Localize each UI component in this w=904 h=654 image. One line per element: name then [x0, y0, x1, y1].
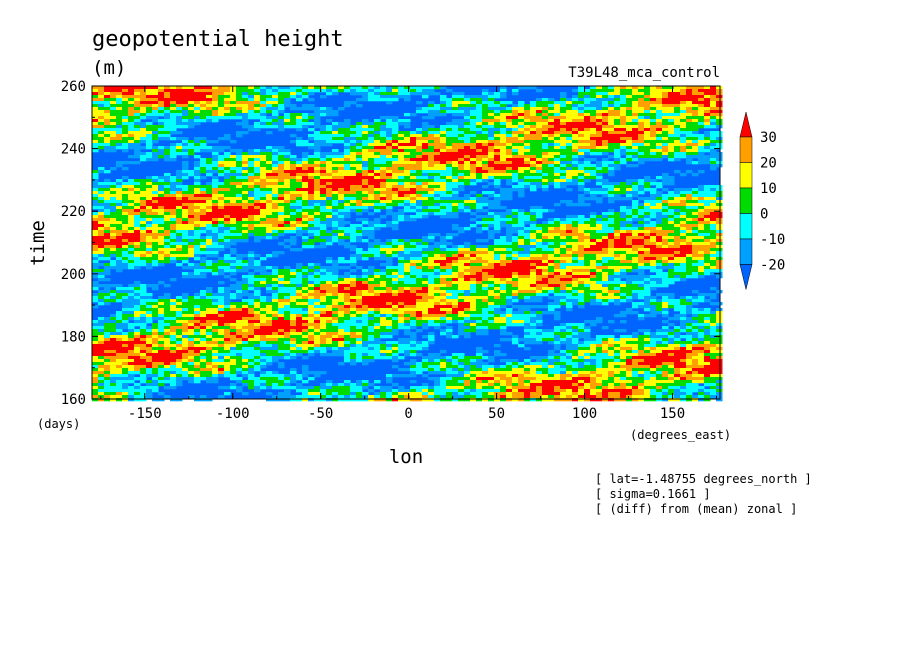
- annotation-lat: [ lat=-1.48755 degrees_north ]: [595, 472, 812, 486]
- colorbar-extend-top: [739, 111, 753, 138]
- colorbar-label: -20: [760, 258, 785, 274]
- x-tick-label: 0: [404, 406, 412, 422]
- colorbar-label: 0: [760, 207, 768, 223]
- y-tick-label: 220: [61, 204, 86, 220]
- y-tick-label: 200: [61, 267, 86, 283]
- y-unit-label: (days): [37, 417, 80, 431]
- annotation-diff: [ (diff) from (mean) zonal ]: [595, 502, 797, 516]
- colorbar-swatch: [739, 187, 753, 214]
- x-tick-label: -150: [128, 406, 162, 422]
- x-unit-label: (degrees_east): [630, 428, 731, 442]
- colorbar-swatch: [739, 213, 753, 240]
- x-axis-title: lon: [389, 446, 423, 468]
- colorbar-extend-bottom: [739, 264, 753, 290]
- colorbar-label: -10: [760, 232, 785, 248]
- colorbar-label: 10: [760, 181, 777, 197]
- x-tick-label: 150: [660, 406, 685, 422]
- colorbar-swatch: [739, 136, 753, 163]
- x-tick-label: 100: [572, 406, 597, 422]
- annotation-sigma: [ sigma=0.1661 ]: [595, 487, 711, 501]
- units-label: (m): [92, 57, 126, 79]
- y-tick-label: 160: [61, 392, 86, 408]
- x-axis: -150 -100 -50 0 50 100 150: [100, 86, 717, 422]
- experiment-label: T39L48_mca_control: [568, 65, 720, 81]
- x-tick-label: -100: [216, 406, 250, 422]
- colorbar-swatch: [739, 162, 753, 189]
- y-tick-label: 260: [61, 79, 86, 95]
- x-tick-label: 50: [488, 406, 505, 422]
- y-axis-title: time: [27, 220, 49, 266]
- colorbar-swatch: [739, 238, 753, 265]
- heatmap-plot-area: [91, 85, 723, 402]
- chart-title: geopotential height: [92, 27, 344, 52]
- y-tick-label: 180: [61, 329, 86, 345]
- y-tick-label: 240: [61, 142, 86, 158]
- colorbar-label: 20: [760, 156, 777, 172]
- y-axis: 160 180 200 220 240 260: [61, 79, 720, 408]
- colorbar: 30 20 10 0 -10 -20: [739, 111, 785, 290]
- x-tick-label: -50: [308, 406, 333, 422]
- colorbar-label: 30: [760, 130, 777, 146]
